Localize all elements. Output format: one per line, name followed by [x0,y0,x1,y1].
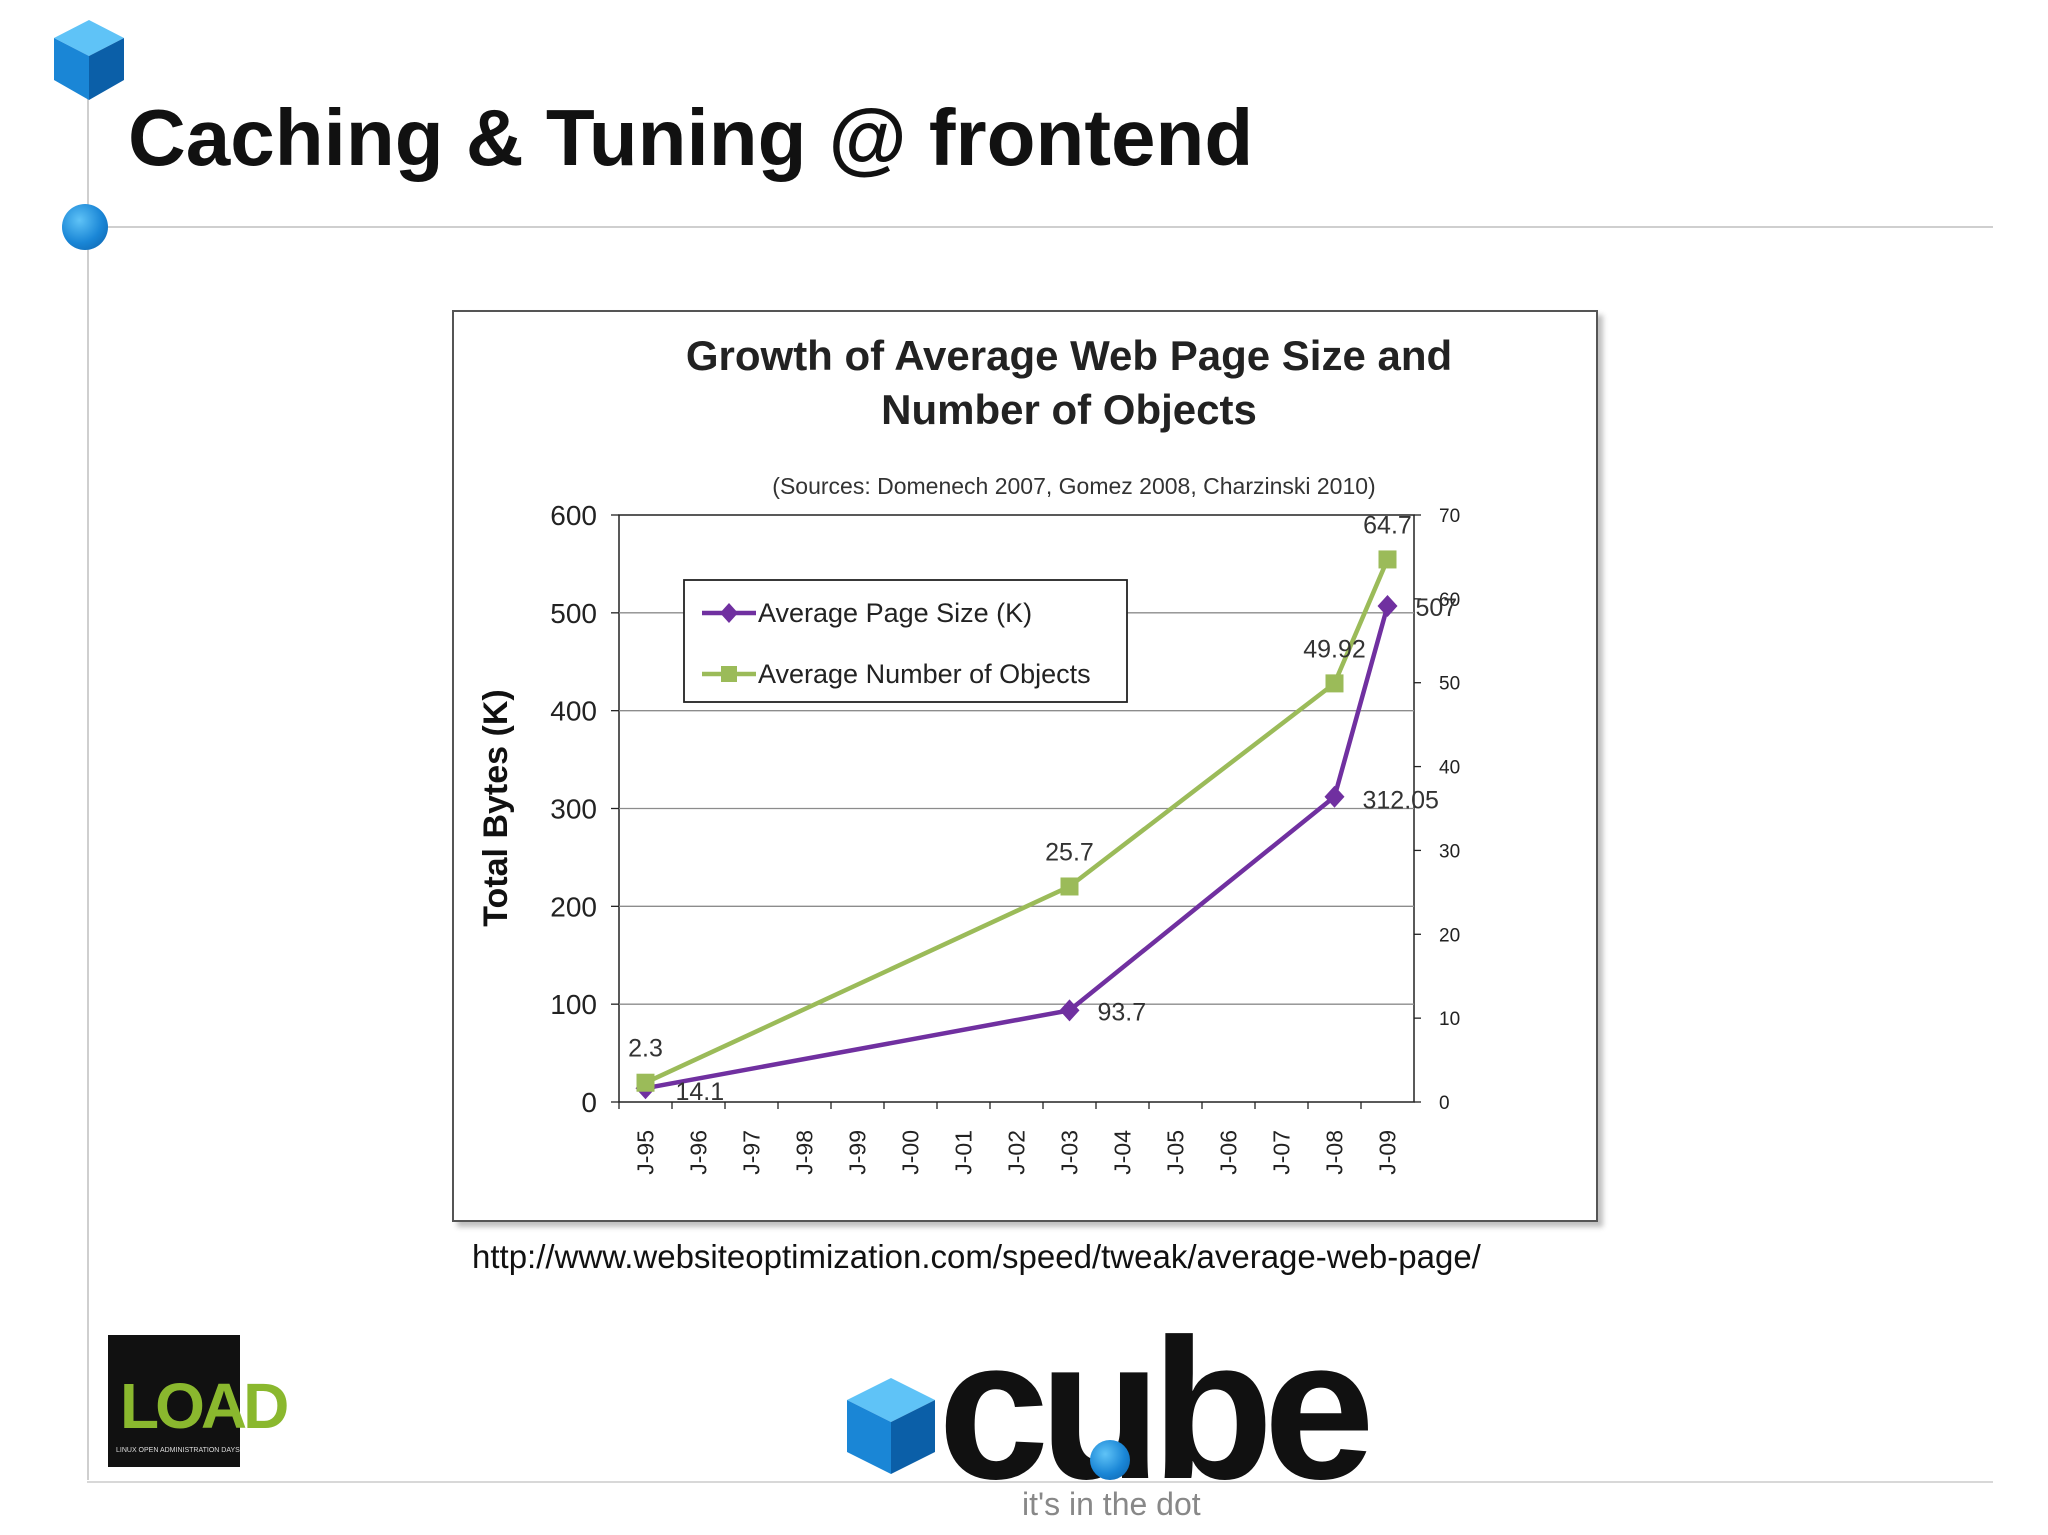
y2-tick-label: 60 [1439,590,1460,611]
data-label: 14.1 [676,1078,725,1106]
y-tick-label: 200 [550,891,597,922]
y-axis-label: Total Bytes (K) [477,689,515,926]
y-tick-label: 0 [581,1087,597,1118]
title-underline-rule [87,226,1993,228]
footer-cube-icon [847,1378,935,1474]
slide-title: Caching & Tuning @ frontend [128,93,1254,182]
x-tick-label: J-00 [898,1130,924,1175]
chart-svg: Growth of Average Web Page Size and Numb… [477,332,1460,1175]
x-tick-label: J-04 [1110,1130,1136,1175]
x-tick-label: J-01 [951,1130,977,1175]
load-logo: LOAD LINUX OPEN ADMINISTRATION DAYS [108,1335,289,1467]
chart-title-line2: Number of Objects [881,386,1257,433]
y2-tick-label: 40 [1439,758,1460,779]
x-tick-label: J-09 [1375,1130,1401,1175]
chart-panel: Growth of Average Web Page Size and Numb… [452,310,1598,1222]
title-dot-icon [62,204,108,250]
y2-tick-label: 10 [1439,1009,1460,1030]
data-point-square [636,1073,655,1092]
data-point-square [1325,674,1344,693]
y-tick-label: 300 [550,794,597,825]
x-tick-label: J-95 [633,1130,659,1175]
data-point-diamond [1059,999,1080,1022]
y2-tick-label: 70 [1439,506,1460,527]
x-tick-label: J-07 [1269,1130,1295,1175]
legend-swatch-marker [720,603,738,623]
series-line [645,605,1390,1091]
y2-tick-label: 50 [1439,674,1460,695]
data-point-diamond [1377,594,1398,617]
footer-logo-wordmark: cube [938,1298,1375,1521]
data-point-square [1060,877,1079,896]
y-tick-label: 600 [550,500,597,531]
legend-entry: Average Number of Objects [758,659,1091,689]
data-label: 2.3 [628,1035,663,1063]
x-tick-label: J-05 [1163,1130,1189,1175]
y-tick-label: 400 [550,696,597,727]
slide-vertical-rule [87,70,89,1480]
x-tick-label: J-06 [1216,1130,1242,1175]
x-tick-label: J-03 [1057,1130,1083,1175]
y2-tick-label: 0 [1439,1093,1450,1114]
legend-entry: Average Page Size (K) [758,598,1032,628]
chart-title-line1: Growth of Average Web Page Size and [686,332,1452,379]
cube-logo-icon [54,20,124,100]
legend-swatch-marker [721,666,737,682]
data-label: 64.7 [1363,511,1412,539]
data-label: 507 [1416,594,1458,622]
x-tick-label: J-08 [1322,1130,1348,1175]
data-label: 312.05 [1363,787,1439,815]
x-tick-label: J-97 [739,1130,765,1175]
chart-subtitle: (Sources: Domenech 2007, Gomez 2008, Cha… [772,473,1375,499]
load-logo-text: LOAD [120,1370,289,1442]
footer-rule [87,1481,1993,1483]
y-tick-label: 500 [550,598,597,629]
load-logo-subtext: LINUX OPEN ADMINISTRATION DAYS [116,1447,240,1454]
y2-tick-label: 20 [1439,925,1460,946]
data-label: 93.7 [1098,998,1147,1026]
x-tick-label: J-99 [845,1130,871,1175]
plot-area: 0 100 200 300 400 500 600 0 10 20 30 40 50 60 70 J-95 J-… [550,500,1460,1175]
x-tick-label: J-02 [1004,1130,1030,1175]
y-tick-label: 100 [550,989,597,1020]
data-point-square [1378,550,1397,569]
legend-box [683,579,1128,703]
data-label: 25.7 [1045,838,1094,866]
x-tick-label: J-96 [686,1130,712,1175]
source-link[interactable]: http://www.websiteoptimization.com/speed… [472,1238,1481,1275]
footer-tagline: it's in the dot [1022,1486,1201,1522]
x-tick-label: J-98 [792,1130,818,1175]
footer-logo-dot-icon [1090,1440,1130,1480]
data-label: 49.92 [1303,635,1366,663]
y2-tick-label: 30 [1439,841,1460,862]
series-line [644,558,1390,1085]
data-point-diamond [1324,785,1345,808]
